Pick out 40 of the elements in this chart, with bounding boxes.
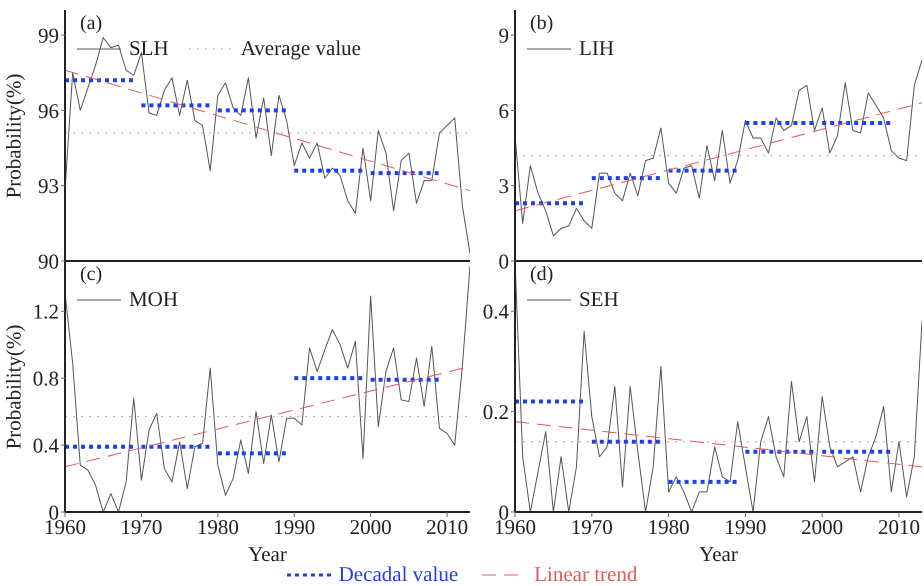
- x-tick-label: 1990: [724, 514, 766, 539]
- y-tick-label: 90: [38, 249, 59, 274]
- chart-title: (d): [530, 263, 554, 286]
- x-tick-label: 2010: [426, 514, 468, 539]
- y-tick-label: 0.4: [482, 300, 510, 324]
- chart-title: (c): [80, 263, 102, 286]
- legend-label: Linear trend: [534, 562, 638, 586]
- y-tick-label: 9: [498, 24, 509, 48]
- y-tick-label: 1.2: [32, 300, 59, 324]
- y-tick-label: 99: [38, 24, 59, 48]
- line-series: [515, 60, 922, 236]
- y-tick-label: 3: [498, 174, 509, 198]
- x-axis-title: Year: [248, 542, 287, 567]
- y-tick-label: 93: [38, 174, 59, 198]
- y-tick-label: 0: [498, 249, 509, 274]
- legend-label: LIH: [579, 36, 614, 61]
- x-tick-label: 1990: [273, 514, 316, 539]
- line-series: [65, 37, 470, 254]
- x-tick-label: 1970: [120, 514, 162, 539]
- legend-label: SLH: [129, 36, 169, 61]
- y-tick-label: 0.8: [32, 366, 59, 391]
- legend-label: Average value: [240, 36, 361, 61]
- legend-label: SEH: [579, 287, 619, 312]
- x-axis-title: Year: [699, 542, 738, 567]
- legend-label: MOH: [129, 287, 178, 312]
- y-tick-label: 0.2: [482, 400, 509, 424]
- x-tick-label: 2010: [878, 514, 920, 539]
- x-tick-label: 2000: [350, 514, 392, 539]
- legend-label: Decadal value: [338, 562, 458, 586]
- x-tick-label: 1980: [648, 514, 690, 539]
- x-tick-label: 2000: [801, 514, 844, 539]
- chart-title: (b): [530, 12, 554, 35]
- y-tick-label: 6: [498, 98, 509, 123]
- y-tick-label: 0.4: [32, 434, 60, 458]
- y-axis-title: Probability(%): [2, 324, 26, 449]
- chart-title: (a): [80, 12, 102, 35]
- y-axis-title: Probability(%): [2, 73, 26, 198]
- x-tick-label: 1980: [196, 514, 239, 539]
- x-tick-label: 1970: [570, 514, 613, 539]
- y-tick-label: 96: [38, 98, 59, 123]
